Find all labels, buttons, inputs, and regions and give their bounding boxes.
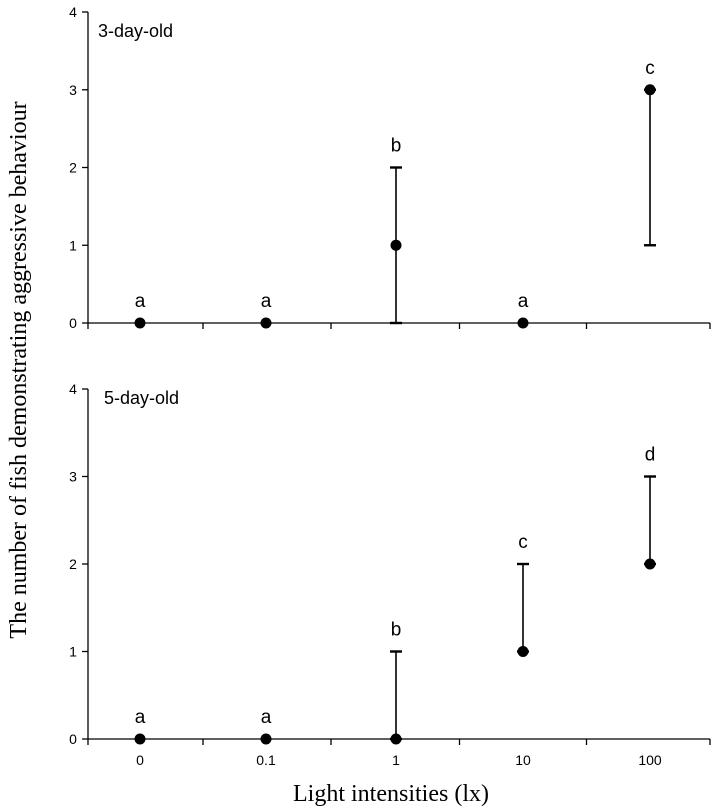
significance-letter: a — [518, 291, 529, 312]
significance-letter: a — [261, 291, 272, 312]
data-point — [644, 558, 656, 570]
y-tick-label: 3 — [69, 82, 77, 98]
x-tick-label: 100 — [638, 752, 662, 768]
significance-letter: c — [518, 532, 528, 553]
data-point — [260, 733, 272, 745]
y-tick-label: 4 — [69, 4, 77, 20]
panel-title: 5-day-old — [104, 388, 179, 408]
y-tick-label: 2 — [69, 556, 77, 572]
y-tick-label: 1 — [69, 237, 77, 253]
y-tick-label: 2 — [69, 160, 77, 176]
panel-1: 0 1 2 3 4 3-day-old a a b a c — [69, 4, 711, 331]
significance-letter: a — [135, 707, 146, 728]
y-tick-label: 4 — [69, 381, 77, 397]
significance-letter: b — [391, 136, 402, 157]
panel-title: 3-day-old — [98, 21, 173, 41]
y-tick-label: 0 — [69, 315, 77, 331]
x-axis-title: Light intensities (lx) — [293, 781, 489, 807]
x-tick-label: 1 — [392, 752, 400, 768]
data-point — [134, 317, 146, 329]
significance-letter: b — [391, 620, 402, 641]
data-point — [390, 239, 402, 251]
panel-2: 0 1 2 3 4 0 0.1 1 10 100 5-day-old a a b c d — [69, 381, 711, 768]
y-tick-label: 3 — [69, 469, 77, 485]
significance-letter: a — [261, 707, 272, 728]
y-tick-label: 1 — [69, 644, 77, 660]
data-point — [644, 84, 656, 96]
significance-letter: a — [135, 291, 146, 312]
x-tick-label: 0.1 — [256, 752, 276, 768]
data-point — [390, 733, 402, 745]
significance-letter: d — [645, 445, 656, 466]
data-point — [517, 317, 529, 329]
y-axis-title: The number of fish demonstrating aggress… — [6, 101, 32, 638]
data-point — [517, 646, 529, 657]
x-tick-label: 10 — [515, 752, 531, 768]
data-point — [260, 317, 272, 329]
x-tick-label: 0 — [136, 752, 144, 768]
data-point — [134, 733, 146, 745]
significance-letter: c — [645, 58, 655, 79]
y-tick-label: 0 — [69, 731, 77, 747]
